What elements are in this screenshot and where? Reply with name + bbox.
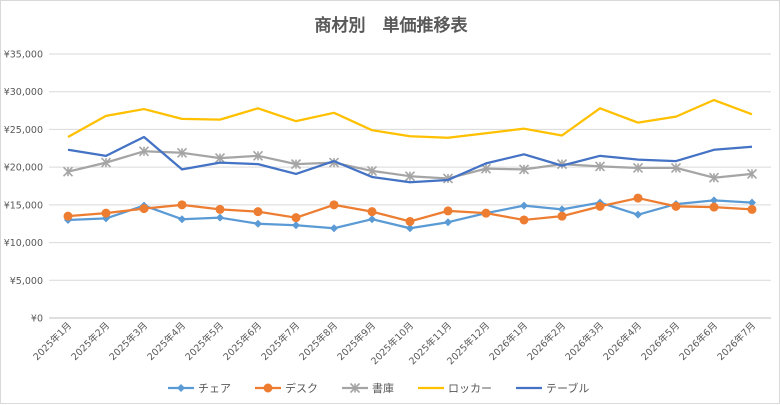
data-point (254, 219, 262, 228)
data-point (176, 147, 188, 158)
x-tick-label: 2025年6月 (221, 320, 264, 363)
data-point (252, 150, 264, 161)
data-point (216, 213, 224, 222)
x-tick-label: 2026年5月 (639, 320, 682, 363)
data-point (746, 168, 758, 179)
data-point (670, 162, 682, 173)
data-point (444, 218, 452, 227)
y-tick-label: ¥25,000 (4, 125, 43, 136)
data-point (671, 201, 681, 211)
y-tick-label: ¥20,000 (4, 163, 43, 174)
data-point (404, 171, 416, 182)
data-point (594, 161, 606, 172)
x-tick-label: 2026年6月 (677, 320, 720, 363)
x-tick-label: 2025年3月 (107, 320, 150, 363)
legend-marker (263, 383, 273, 393)
legend-marker (349, 382, 361, 394)
legend-label: テーブル (546, 381, 589, 395)
data-point (406, 224, 414, 233)
data-point (63, 211, 73, 221)
y-tick-label: ¥15,000 (4, 200, 43, 211)
data-point (328, 157, 340, 168)
data-point (632, 162, 644, 173)
x-tick-label: 2025年7月 (259, 320, 302, 363)
data-point (292, 221, 300, 230)
data-point (100, 157, 112, 168)
data-point (178, 215, 186, 224)
data-point (595, 201, 605, 211)
series-line-4 (67, 98, 753, 139)
data-point (709, 202, 719, 212)
x-tick-label: 2025年2月 (69, 320, 112, 363)
data-point (747, 204, 757, 214)
x-tick-label: 2026年3月 (563, 320, 606, 363)
data-point (290, 159, 302, 170)
x-tick-label: 2025年8月 (297, 320, 340, 363)
data-point (368, 215, 376, 224)
y-tick-label: ¥10,000 (4, 238, 43, 249)
legend-label: 書庫 (372, 381, 394, 395)
x-tick-label: 2025年4月 (145, 320, 188, 363)
data-point (557, 211, 567, 221)
data-point (366, 165, 378, 176)
legend-label: デスク (285, 381, 318, 395)
x-tick-label: 2026年2月 (525, 320, 568, 363)
data-point (367, 207, 377, 217)
y-tick-label: ¥5,000 (10, 276, 43, 287)
data-point (518, 164, 530, 175)
data-point (556, 159, 568, 170)
data-point (748, 198, 756, 207)
data-point (442, 173, 454, 184)
data-point (710, 196, 718, 205)
x-tick-label: 2025年5月 (183, 320, 226, 363)
data-point (215, 204, 225, 214)
data-point (101, 208, 111, 218)
legend-marker (177, 384, 185, 392)
data-point (405, 216, 415, 226)
chart-title: 商材別 単価推移表 (314, 16, 468, 36)
data-point (177, 200, 187, 210)
y-tick-label: ¥0 (31, 314, 43, 325)
data-point (519, 215, 529, 225)
x-tick-label: 2026年1月 (487, 320, 530, 363)
data-point (62, 166, 74, 177)
data-point (329, 200, 339, 210)
y-tick-label: ¥30,000 (4, 87, 43, 98)
legend-label: チェア (198, 382, 231, 395)
data-point (634, 210, 642, 219)
data-point (443, 206, 453, 216)
x-tick-label: 2025年1月 (31, 320, 74, 363)
y-tick-label: ¥35,000 (4, 50, 43, 61)
legend-label: ロッカー (448, 382, 492, 395)
data-point (633, 193, 643, 203)
data-point (253, 207, 263, 217)
series-line-5 (67, 135, 753, 184)
data-point (214, 153, 226, 164)
data-point (520, 201, 528, 210)
data-point (708, 172, 720, 183)
data-point (330, 224, 338, 233)
x-tick-label: 2026年4月 (601, 320, 644, 363)
data-point (138, 146, 150, 157)
data-point (139, 204, 149, 214)
x-tick-label: 2026年7月 (715, 320, 758, 363)
data-point (481, 208, 491, 218)
data-point (291, 213, 301, 223)
data-point (558, 205, 566, 214)
